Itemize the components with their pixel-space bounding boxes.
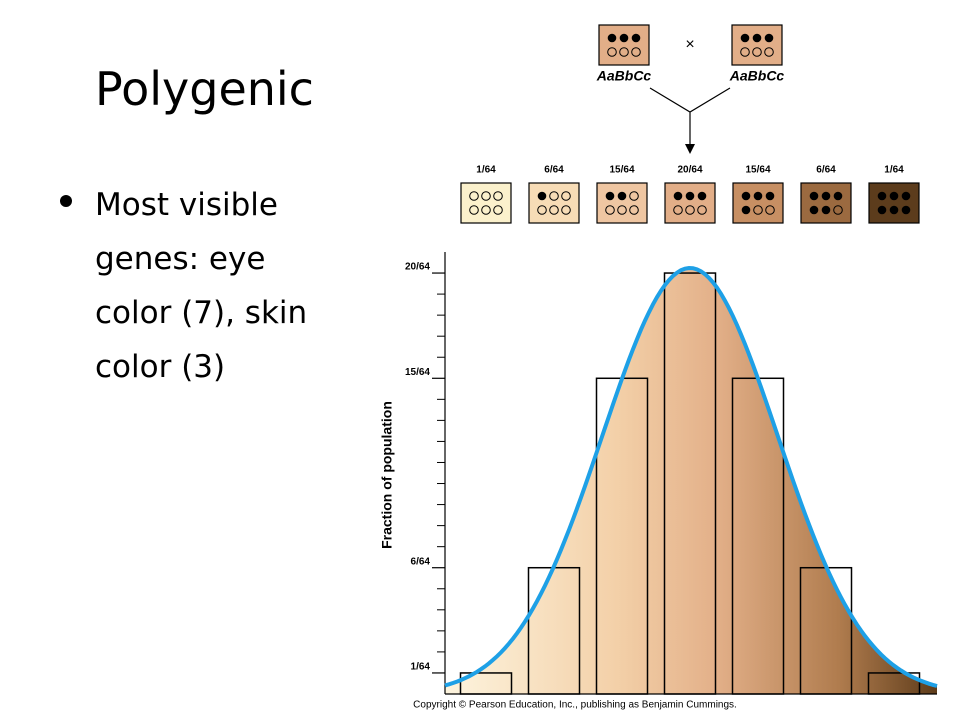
offspring-fraction: 15/64 (745, 165, 770, 176)
allele-dot (764, 47, 774, 57)
allele-dot (753, 205, 763, 215)
offspring-fraction: 6/64 (816, 165, 836, 176)
y-tick-label: 6/64 (411, 556, 431, 567)
allele-dot (752, 47, 762, 57)
allele-dot (685, 205, 695, 215)
allele-dot (493, 205, 503, 215)
allele-dot (833, 205, 843, 215)
genotype-box (732, 182, 784, 224)
allele-dot (631, 47, 641, 57)
y-tick-label: 20/64 (405, 262, 430, 273)
allele-dot (877, 205, 887, 215)
allele-dot (561, 191, 571, 201)
bullet-dot (60, 195, 72, 207)
allele-dot (752, 33, 762, 43)
genotype-box (868, 182, 920, 224)
allele-dot (631, 33, 641, 43)
allele-dot (469, 191, 479, 201)
allele-dot (765, 191, 775, 201)
allele-dot (629, 205, 639, 215)
allele-dot (740, 47, 750, 57)
allele-dot (537, 205, 547, 215)
allele-dot (617, 205, 627, 215)
allele-dot (765, 205, 775, 215)
allele-dot (833, 191, 843, 201)
allele-dot (901, 205, 911, 215)
allele-dot (685, 191, 695, 201)
bar (663, 272, 717, 695)
credit: Copyright © Pearson Education, Inc., pub… (413, 700, 737, 711)
genotype-box (528, 182, 580, 224)
allele-dot (605, 205, 615, 215)
bell-curve (444, 265, 938, 688)
allele-dot (809, 205, 819, 215)
allele-dot (741, 191, 751, 201)
genotype-box (460, 182, 512, 224)
y-tick-label: 15/64 (405, 367, 430, 378)
allele-dot (741, 205, 751, 215)
allele-dot (673, 205, 683, 215)
area-fill (445, 268, 937, 694)
allele-dot (617, 191, 627, 201)
y-tick-label: 1/64 (411, 662, 431, 673)
allele-dot (619, 47, 629, 57)
allele-dot (753, 191, 763, 201)
allele-dot (889, 205, 899, 215)
bullet-text: Most visible genes: eye color (7), skin … (95, 187, 308, 385)
allele-dot (605, 191, 615, 201)
cross-symbol: × (685, 36, 694, 53)
allele-dot (697, 205, 707, 215)
allele-dot (889, 191, 899, 201)
parent-genotype: AaBbCc (729, 68, 785, 84)
genotype-box (596, 182, 648, 224)
allele-dot (809, 191, 819, 201)
offspring-fraction: 1/64 (476, 165, 496, 176)
genotype-box (800, 182, 852, 224)
cross-arrow (649, 87, 731, 148)
offspring-fraction: 6/64 (544, 165, 564, 176)
allele-dot (901, 191, 911, 201)
allele-dot (493, 191, 503, 201)
allele-dot (607, 33, 617, 43)
allele-dot (607, 47, 617, 57)
allele-dot (549, 205, 559, 215)
allele-dot (561, 205, 571, 215)
arrow-head (685, 144, 695, 154)
allele-dot (629, 191, 639, 201)
allele-dot (821, 205, 831, 215)
allele-dot (481, 191, 491, 201)
allele-dot (549, 191, 559, 201)
parent-genotype: AaBbCc (596, 68, 652, 84)
bar (867, 672, 921, 695)
offspring-fraction: 1/64 (884, 165, 904, 176)
allele-dot (697, 191, 707, 201)
allele-dot (537, 191, 547, 201)
allele-dot (673, 191, 683, 201)
allele-dot (740, 33, 750, 43)
offspring-fraction: 15/64 (609, 165, 634, 176)
allele-dot (619, 33, 629, 43)
slide-title: Polygenic (95, 62, 314, 116)
allele-dot (481, 205, 491, 215)
allele-dot (821, 191, 831, 201)
genotype-box (664, 182, 716, 224)
genotype-box (731, 24, 783, 66)
offspring-fraction: 20/64 (677, 165, 702, 176)
genotype-box (598, 24, 650, 66)
y-axis-label: Fraction of population (379, 401, 395, 549)
allele-dot (764, 33, 774, 43)
bar (459, 672, 513, 695)
allele-dot (877, 191, 887, 201)
allele-dot (469, 205, 479, 215)
